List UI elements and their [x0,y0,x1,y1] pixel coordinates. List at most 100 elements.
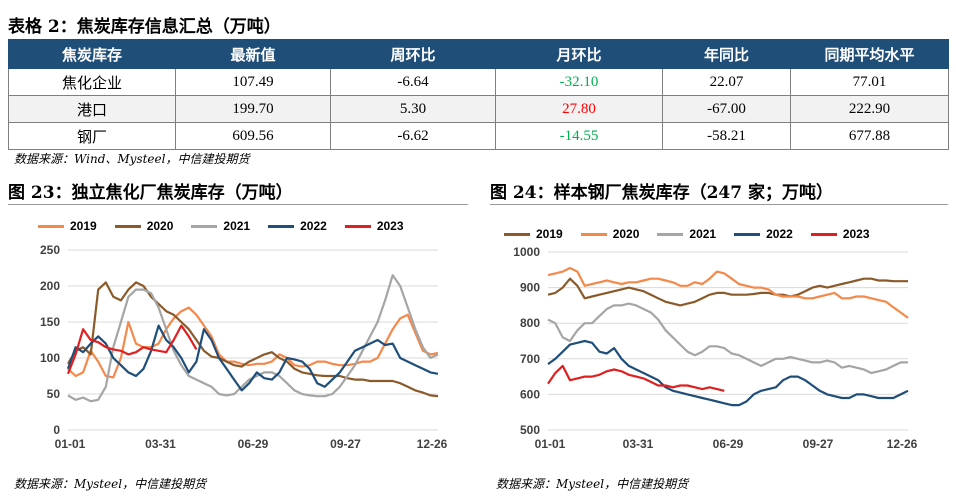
x-tick-label: 03-31 [623,437,654,451]
table-row: 港口 199.70 5.30 27.80 -67.00 222.90 [8,95,949,123]
legend-label: 2023 [376,219,404,233]
y-tick-label: 0 [53,423,60,437]
x-tick-label: 01-01 [55,437,86,451]
y-tick-label: 150 [40,315,60,329]
series-line-2023 [547,364,725,392]
row-latest: 199.70 [175,95,331,123]
legend-item-2020: 2020 [114,219,174,233]
row-avg: 77.01 [790,68,949,96]
y-tick-label: 50 [47,387,61,401]
table-title: 表格 2：焦炭库存信息汇总（万吨） [8,17,281,37]
header-mom: 月环比 [495,39,663,69]
y-tick-label: 800 [520,316,540,330]
legend-item-2023: 2023 [344,219,404,233]
legend-item-2022: 2022 [268,219,327,233]
row-latest: 609.56 [175,122,331,150]
x-tick-label: 03-31 [145,437,176,451]
chart-right-svg: 500 600 700 800 900 1000 01-01 03-31 06-29 09-27 1… [513,245,918,451]
legend-swatch [580,232,607,236]
legend-label: 2022 [766,227,793,241]
legend-item-2019: 2019 [504,227,563,241]
legend-item-2020: 2020 [580,227,640,241]
x-tick-label: 09-27 [330,437,361,451]
chart-legend-right: 2019 2020 2021 2022 2023 [504,227,888,241]
row-avg: 677.88 [790,122,949,150]
series-line-2019 [547,277,908,307]
x-tick-label: 06-29 [238,437,269,451]
series-line-2022 [547,339,909,407]
header-latest: 最新值 [175,39,331,69]
legend-label: 2019 [536,227,563,241]
row-yoy: -58.21 [662,122,791,150]
legend-swatch [268,224,295,228]
table-source-note: 数据来源：Wind、Mysteel，中信建投期货 [14,152,250,166]
figure-24-source: 数据来源：Mysteel，中信建投期货 [496,477,689,491]
row-wow: -6.62 [330,122,496,150]
legend-item-2021: 2021 [657,227,716,241]
y-tick-label: 500 [520,423,540,437]
legend-label: 2019 [70,219,97,233]
header-category: 焦炭库存 [8,39,176,69]
x-tick-label: 09-27 [803,437,834,451]
legend-swatch [38,224,64,228]
legend-item-2021: 2021 [191,219,250,233]
series-line-2021 [67,274,439,403]
series-line-2019 [67,306,439,379]
table-row: 焦化企业 107.49 -6.64 -32.10 22.07 77.01 [8,68,949,96]
legend-label: 2023 [842,227,870,241]
row-name: 焦化企业 [8,68,176,96]
y-tick-label: 700 [520,352,540,366]
series-line-2020 [67,281,439,398]
legend-label: 2021 [689,227,717,241]
x-tick-label: 12-26 [887,437,918,451]
legend-label: 2022 [300,219,327,233]
chart-legend-left: 2019 2020 2021 2022 2023 [38,219,422,233]
y-tick-label: 250 [40,243,60,257]
coke-inventory-table: 焦炭库存 最新值 周环比 月环比 年同比 同期平均水平 焦化企业 107.49 … [8,39,949,150]
header-yoy: 年同比 [662,39,791,69]
y-tick-label: 1000 [513,245,540,259]
y-tick-label: 200 [40,279,60,293]
series-line-2022 [66,324,439,392]
row-yoy: 22.07 [662,68,791,96]
legend-label: 2020 [146,219,174,233]
header-wow: 周环比 [330,39,496,69]
series-line-2023 [66,324,198,375]
series-line-2020 [547,266,909,319]
row-mom: -14.55 [495,122,663,150]
row-mom: -32.10 [495,68,663,96]
chart-panel-left: 2019 2020 2021 2022 2023 0 50 100 150 200 250 01-0… [8,204,468,465]
chart-left-svg: 0 50 100 150 200 250 01-01 03-31 06-29 09-27 12-26 [40,243,448,451]
row-wow: -6.64 [330,68,496,96]
legend-swatch [344,224,371,228]
chart-panel-right: 2019 2020 2021 2022 2023 500 600 700 800 900 1000… [490,204,948,465]
y-tick-label: 600 [520,387,540,401]
row-latest: 107.49 [175,68,331,96]
row-yoy: -67.00 [662,95,791,123]
x-tick-label: 12-26 [417,437,448,451]
legend-item-2022: 2022 [734,227,793,241]
row-name: 港口 [8,95,176,123]
legend-item-2023: 2023 [810,227,870,241]
table-row: 钢厂 609.56 -6.62 -14.55 -58.21 677.88 [8,122,949,150]
legend-swatch [504,232,530,236]
table-header-row: 焦炭库存 最新值 周环比 月环比 年同比 同期平均水平 [8,39,949,69]
series-line-2021 [547,302,908,375]
y-tick-label: 100 [40,351,60,365]
legend-swatch [734,232,761,236]
header-avg: 同期平均水平 [790,39,949,69]
x-tick-label: 06-29 [713,437,744,451]
figure-24-title: 图 24：样本钢厂焦炭库存（247 家；万吨） [490,183,833,203]
legend-item-2019: 2019 [38,219,97,233]
row-name: 钢厂 [8,122,176,150]
legend-swatch [657,232,684,236]
legend-swatch [810,232,837,236]
x-tick-label: 01-01 [535,437,566,451]
figure-23-source: 数据来源：Mysteel，中信建投期货 [14,477,207,491]
figure-23-title: 图 23：独立焦化厂焦炭库存（万吨） [8,183,293,203]
row-avg: 222.90 [790,95,949,123]
legend-swatch [191,224,218,228]
row-mom: 27.80 [495,95,663,123]
legend-label: 2021 [223,219,251,233]
legend-label: 2020 [612,227,640,241]
